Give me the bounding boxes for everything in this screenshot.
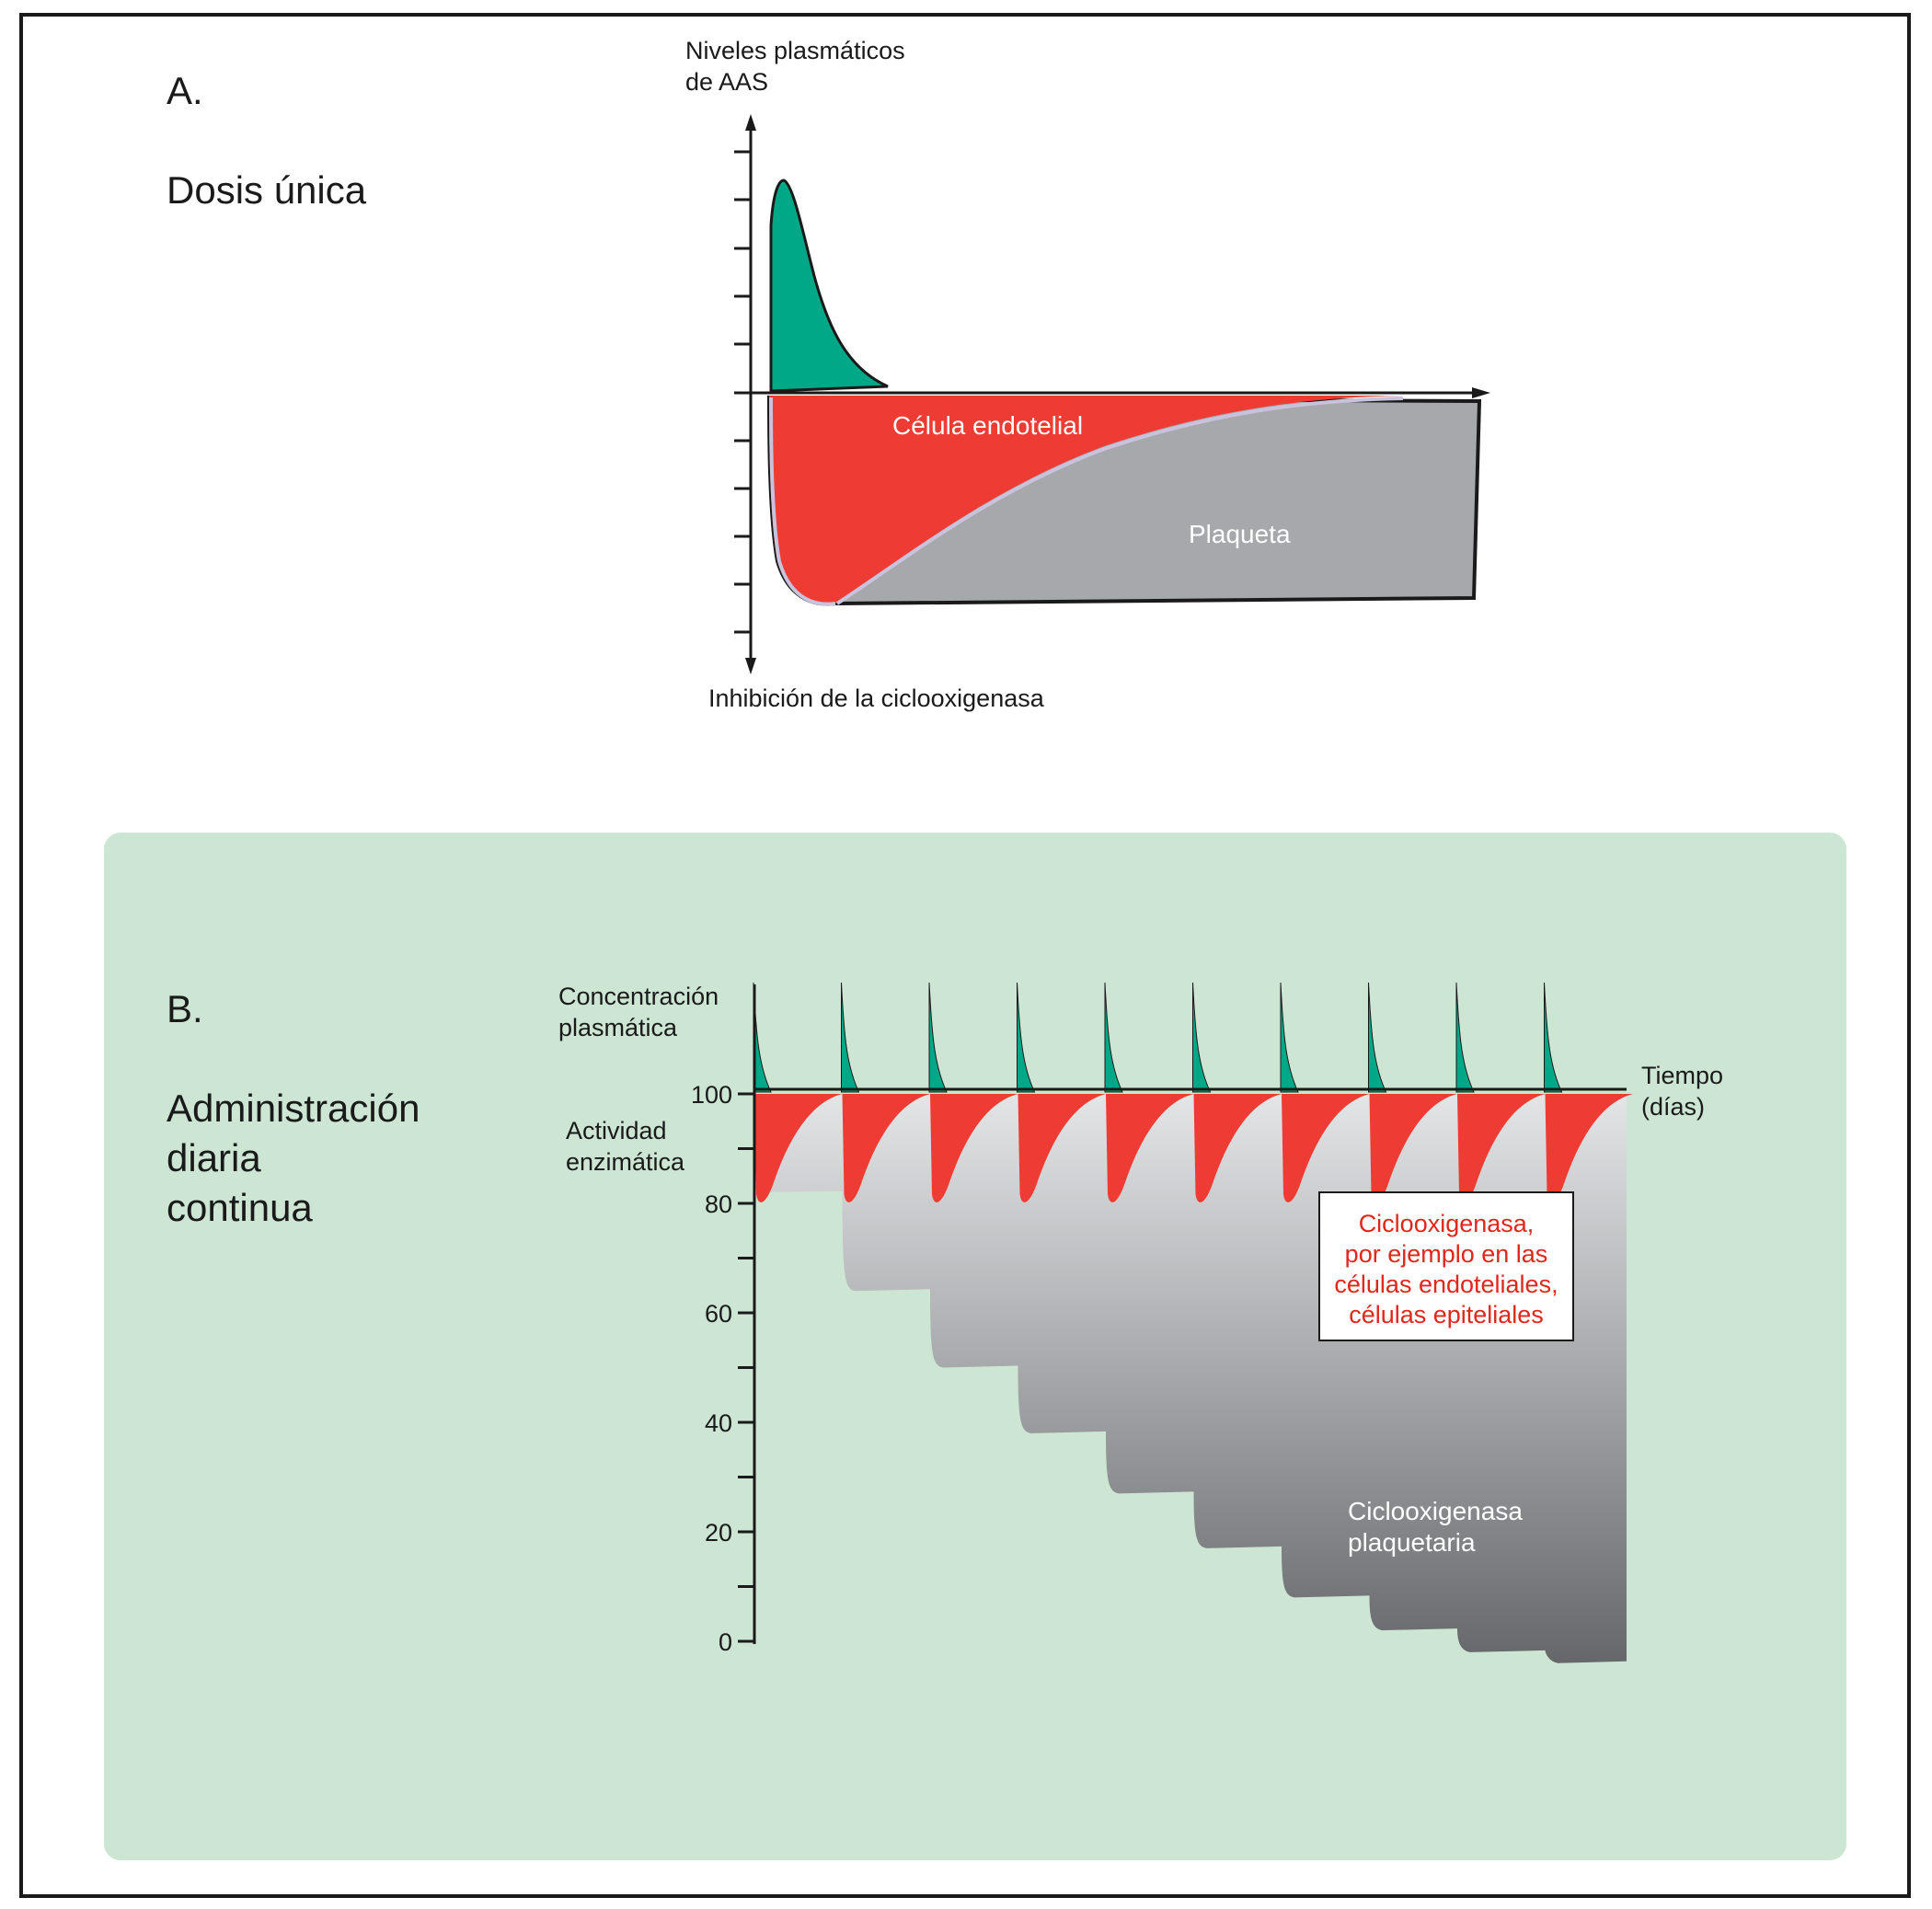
panel-a-y-bottom-label: Inhibición de la ciclooxigenasa bbox=[708, 684, 1045, 712]
panel-a-letter: A. bbox=[167, 69, 203, 112]
y-tick-label-b: 40 bbox=[705, 1409, 732, 1437]
activity-label-1: Actividad bbox=[566, 1117, 667, 1144]
panel-a-y-top-label-1: Niveles plasmáticos bbox=[685, 37, 905, 64]
plasma-peaks-layer bbox=[753, 982, 1563, 1093]
platelet-label-a: Plaqueta bbox=[1189, 520, 1291, 548]
endothelial-dip bbox=[754, 1094, 843, 1202]
endothelial-dip bbox=[1018, 1094, 1106, 1202]
plasma-peak bbox=[1280, 982, 1299, 1093]
panel-b-title-3: continua bbox=[167, 1186, 313, 1229]
y-axis-up-arrow-icon bbox=[745, 114, 756, 131]
endothelial-dip bbox=[1106, 1094, 1194, 1202]
endothelial-label-a: Célula endotelial bbox=[892, 411, 1083, 440]
y-ticks-a bbox=[734, 150, 751, 634]
plasma-peak bbox=[1192, 982, 1212, 1093]
y-tick-label-b: 100 bbox=[691, 1081, 732, 1109]
endothelial-dip bbox=[1545, 1094, 1633, 1202]
platelet-label-b-1: Ciclooxigenasa bbox=[1348, 1497, 1523, 1525]
panel-b: B. Administración diaria continua Concen… bbox=[104, 833, 1846, 1860]
callout-box bbox=[1318, 1191, 1574, 1341]
panel-a-title: Dosis única bbox=[167, 168, 367, 212]
x-axis-right-arrow-icon bbox=[1472, 387, 1490, 398]
y-axis-ticks-b: 0 20 40 60 80 100 bbox=[691, 1081, 754, 1656]
callout-line-3: células endoteliales, bbox=[1334, 1271, 1558, 1298]
endothelial-dips-layer bbox=[754, 1094, 1633, 1202]
y-tick-label-b: 0 bbox=[719, 1628, 732, 1656]
y-tick-label-b: 60 bbox=[705, 1300, 732, 1328]
y-axis-down-arrow-icon bbox=[745, 658, 756, 674]
plasma-peak bbox=[1544, 982, 1563, 1093]
callout-line-2: por ejemplo en las bbox=[1345, 1240, 1548, 1268]
panel-b-letter: B. bbox=[167, 987, 203, 1030]
panel-b-title-1: Administración bbox=[167, 1087, 420, 1130]
plasma-peak-a bbox=[769, 178, 889, 393]
endothelial-area-a bbox=[769, 396, 1403, 604]
endothelial-dip bbox=[842, 1094, 930, 1202]
conc-label-2: plasmática bbox=[558, 1014, 678, 1041]
platelet-label-b-2: plaquetaria bbox=[1348, 1528, 1476, 1557]
x-axis-label-1: Tiempo bbox=[1641, 1062, 1723, 1089]
plasma-peak bbox=[1017, 982, 1036, 1093]
endothelial-dip bbox=[1369, 1094, 1457, 1202]
plasma-peak bbox=[1455, 982, 1475, 1093]
plasma-peak bbox=[928, 982, 948, 1093]
x-axis-label-2: (días) bbox=[1641, 1093, 1705, 1121]
conc-label-1: Concentración bbox=[558, 983, 719, 1010]
y-tick-label-b: 20 bbox=[705, 1519, 732, 1547]
endothelial-boundary-a bbox=[835, 397, 1404, 605]
plasma-peak bbox=[1104, 982, 1123, 1093]
outer-frame bbox=[19, 13, 1911, 1898]
endothelial-dip bbox=[1457, 1094, 1546, 1202]
callout-line-4: células epiteliales bbox=[1349, 1301, 1544, 1328]
plasma-peak bbox=[1368, 982, 1387, 1093]
activity-label-2: enzimática bbox=[566, 1148, 685, 1176]
y-tick-label-b: 80 bbox=[705, 1190, 732, 1218]
endothelial-dip bbox=[1282, 1094, 1370, 1202]
panel-a-y-top-label-2: de AAS bbox=[685, 68, 768, 96]
endothelial-dip bbox=[930, 1094, 1018, 1202]
endothelial-dip bbox=[1193, 1094, 1282, 1202]
plasma-peak bbox=[841, 982, 860, 1093]
endothelial-left-edge-a bbox=[769, 397, 836, 606]
panel-a: A. Dosis única Niveles plasmáticos de AA… bbox=[167, 37, 1490, 712]
panel-b-title-2: diaria bbox=[167, 1136, 261, 1179]
callout-line-1: Ciclooxigenasa, bbox=[1359, 1210, 1535, 1237]
